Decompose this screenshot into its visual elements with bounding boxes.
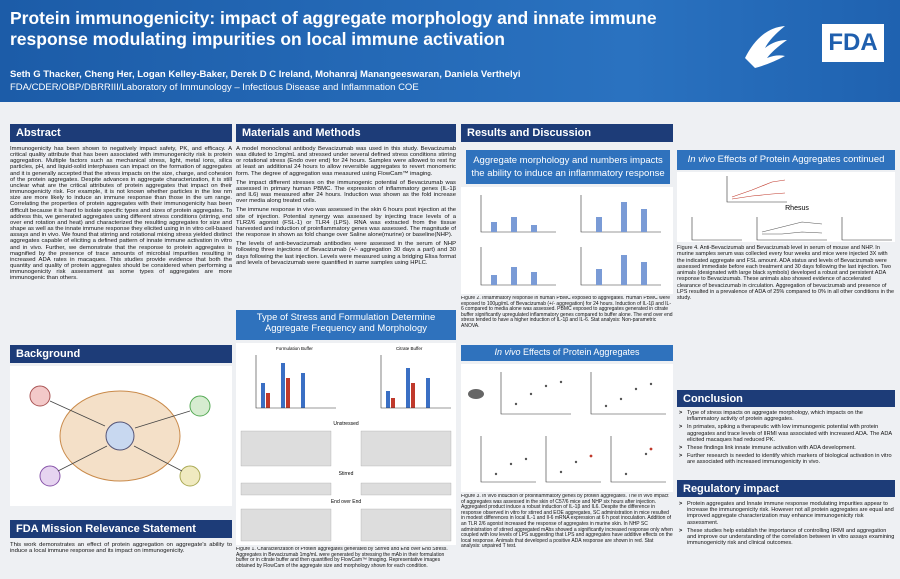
- row-label: Unstressed: [333, 421, 359, 427]
- panel-label: Formulation Buffer: [276, 346, 313, 351]
- paragraph: The impact different stresses on the imm…: [236, 179, 456, 205]
- heading-text: Effects of Protein Aggregates: [520, 347, 640, 357]
- heading-em: In vivo: [687, 154, 716, 165]
- figure-1: Formulation Buffer Citrate Buffer Unstre…: [236, 343, 456, 545]
- fda-logo: FDA: [822, 24, 884, 62]
- section-heading: Conclusion: [677, 390, 895, 407]
- bullet: Further research is needed to identify w…: [679, 453, 895, 465]
- bullet: Type of stress impacts on aggregate morp…: [679, 410, 895, 422]
- figure-2: [461, 187, 673, 294]
- header: Protein immunogenicity: impact of aggreg…: [0, 0, 900, 102]
- heading-em: In vivo: [494, 347, 521, 357]
- panel-label: Rhesus: [785, 205, 809, 212]
- mission-text: This work demonstrates an effect of prot…: [10, 542, 232, 555]
- background-figure: [10, 366, 232, 506]
- section-heading: Results and Discussion: [461, 124, 673, 142]
- abstract-text: Immunogenicity has been shown to negativ…: [10, 146, 232, 282]
- bullet: In primates, spiking a therapeutic with …: [679, 424, 895, 443]
- figure-caption: Figure 2. Inflammatory response in human…: [461, 296, 673, 329]
- section-heading: Abstract: [10, 124, 232, 142]
- section-heading: Materials and Methods: [236, 124, 456, 142]
- bullet: These findings link innate immune activa…: [679, 445, 895, 451]
- subsection-heading: Type of Stress and Formulation Determine…: [236, 310, 456, 340]
- bullet: These studies help establish the importa…: [679, 528, 895, 547]
- hhs-logo: [745, 26, 787, 68]
- section-heading: Background: [10, 345, 232, 363]
- subsection-heading: In vivo Effects of Protein Aggregates co…: [677, 150, 895, 170]
- row-label: Stirred: [339, 471, 354, 477]
- affiliation: FDA/CDER/OBP/DBRRIII/Laboratory of Immun…: [10, 82, 419, 93]
- section-heading: Regulatory impact: [677, 480, 895, 497]
- section-heading: FDA Mission Relevance Statement: [10, 520, 232, 538]
- conclusion-list: Type of stress impacts on aggregate morp…: [677, 410, 895, 476]
- row-label: End over End: [331, 499, 362, 505]
- figure-caption: Figure 3. In vivo induction of proinflam…: [461, 494, 673, 550]
- paragraph: The immune response in vivo was assessed…: [236, 207, 456, 239]
- bullet: Protein aggregates and Innate immune res…: [679, 501, 895, 526]
- figure-4: Rhesus: [677, 172, 895, 242]
- regulatory-list: Protein aggregates and Innate immune res…: [677, 501, 895, 561]
- heading-text: Effects of Protein Aggregates continued: [715, 154, 885, 165]
- figure-caption: Figure 1. Characterization of Protein ag…: [236, 547, 448, 569]
- subsection-heading: In vivo Effects of Protein Aggregates: [461, 345, 673, 361]
- figure-caption: Figure 4. Anti-Bevacizumab and Bevacizum…: [677, 245, 895, 302]
- authors: Seth G Thacker, Cheng Her, Logan Kelley-…: [10, 69, 521, 80]
- title: Protein immunogenicity: impact of aggreg…: [10, 8, 657, 49]
- paragraph: A model monoclonal antibody Bevacizumab …: [236, 146, 456, 177]
- figure-3: [461, 364, 673, 492]
- subsection-heading: Aggregate morphology and numbers impacts…: [466, 150, 670, 184]
- paragraph: The levels of anti-bevacizumab antibodie…: [236, 241, 456, 266]
- methods-text: A model monoclonal antibody Bevacizumab …: [236, 146, 456, 306]
- panel-label: Citrate Buffer: [396, 346, 423, 351]
